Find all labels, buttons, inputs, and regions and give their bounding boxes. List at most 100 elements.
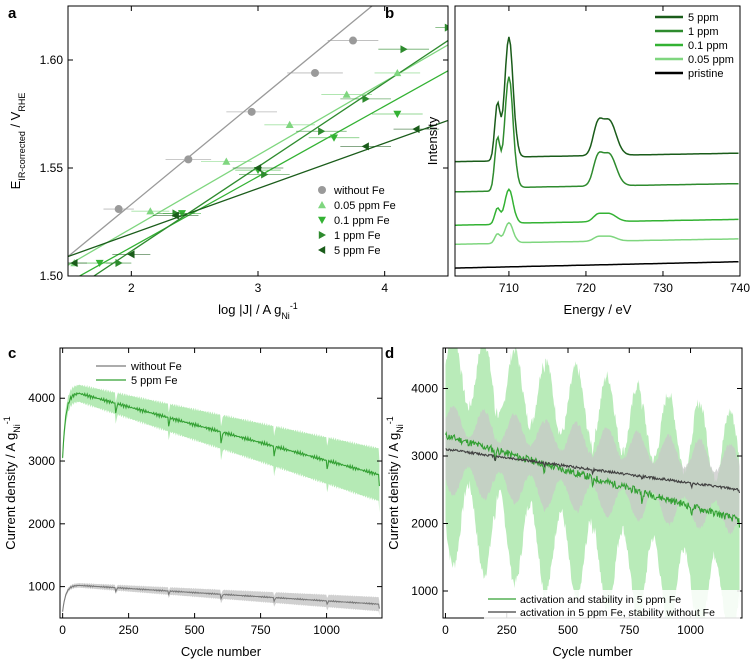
panel-c-ylabel: Current density / A gNi-1 [2, 416, 22, 550]
panel-b-xtick-label: 730 [653, 281, 673, 295]
panel-a-xtick-label: 3 [255, 281, 262, 295]
legend-label: 1 ppm [688, 26, 719, 38]
band-5 ppm Fe [62, 384, 380, 513]
panel-a-ytick-label: 1.55 [40, 161, 64, 175]
legend-marker-1 ppm Fe [318, 231, 326, 239]
data-point-0.05 ppm Fe [342, 90, 351, 98]
panel-a-xlabel: log |J| / A gNi-1 [218, 301, 298, 321]
legend-label: 0.05 ppm Fe [334, 200, 396, 212]
panel-c-ytick-label: 4000 [28, 391, 55, 405]
spectrum-0.1 ppm [455, 187, 739, 226]
legend-label: 0.1 ppm [688, 40, 728, 52]
data-point-1 ppm Fe [400, 45, 408, 54]
data-point-5 ppm Fe [412, 125, 420, 134]
legend-label: 0.1 ppm Fe [334, 215, 390, 227]
fit-line-0.1 ppm Fe [78, 70, 448, 276]
panel-c-ytick-label: 3000 [28, 454, 55, 468]
data-point-without Fe [311, 68, 319, 77]
panel-b-frame [454, 5, 741, 277]
line-5 ppm Fe [62, 391, 380, 487]
legend-marker-without Fe [318, 186, 326, 194]
fit-line-without Fe [68, 6, 373, 258]
panel-b-xlabel: Energy / eV [564, 302, 632, 317]
panel-a-plot [68, 6, 448, 276]
legend-label: activation and stability in 5 ppm Fe [520, 594, 681, 606]
data-point-5 ppm Fe [70, 259, 78, 268]
legend-label: 0.05 ppm [688, 54, 734, 66]
panel-d-xlabel: Cycle number [552, 644, 633, 659]
panel-d-xtick-label: 1000 [677, 623, 704, 637]
panel-d-xtick-label: 0 [442, 623, 449, 637]
data-point-5 ppm Fe [127, 250, 135, 259]
panel-b-ylabel: Intensity [425, 116, 440, 165]
panel-c-letter: c [8, 345, 16, 362]
legend-label: 1 ppm Fe [334, 230, 380, 242]
panel-c-ytick-label: 2000 [28, 517, 55, 531]
legend-label: without Fe [333, 185, 385, 197]
data-point-5 ppm Fe [254, 164, 262, 172]
data-point-0.05 ppm Fe [393, 68, 402, 77]
panel-d-ytick-label: 4000 [411, 382, 438, 396]
panel-a-ytick-label: 1.50 [40, 269, 64, 283]
data-point-1 ppm Fe [362, 94, 370, 103]
panel-a-xtick-label: 2 [128, 281, 135, 295]
legend-marker-5 ppm Fe [318, 246, 326, 254]
panel-b-letter: b [385, 5, 394, 22]
data-point-without Fe [247, 107, 256, 116]
data-point-1 ppm Fe [318, 127, 326, 136]
legend-background [484, 590, 740, 619]
line-without Fe [62, 584, 380, 612]
data-point-without Fe [349, 36, 357, 45]
legend-marker-0.1 ppm Fe [318, 216, 326, 224]
panel-d-ylabel: Current density / A gNi-1 [385, 416, 405, 550]
data-point-0.05 ppm Fe [285, 120, 294, 128]
panel-a-ylabel: EIR-corrected / VRHE [8, 93, 27, 190]
panel-a-xtick-label: 4 [381, 281, 388, 295]
panel-c-frame [59, 347, 383, 619]
fit-line-0.05 ppm Fe [68, 44, 448, 266]
panel-d-xtick-label: 750 [619, 623, 639, 637]
data-point-0.05 ppm Fe [222, 157, 231, 165]
data-point-0.1 ppm Fe [95, 259, 104, 268]
panel-c-ytick-label: 1000 [28, 580, 55, 594]
panel-d-xtick-label: 500 [558, 623, 578, 637]
spectrum-0.05 ppm [455, 221, 739, 245]
panel-d-ytick-label: 3000 [411, 449, 438, 463]
panel-d-plot [444, 348, 741, 618]
line-activation in 5 ppm Fe, stability without Fe [445, 448, 741, 494]
legend-label: 5 ppm [688, 12, 719, 24]
data-point-without Fe [114, 205, 123, 214]
line-activation and stability in 5 ppm Fe [444, 430, 741, 528]
panel-a-letter: a [8, 5, 17, 22]
data-point-without Fe [184, 155, 193, 164]
panel-c-xlabel: Cycle number [181, 644, 262, 659]
data-point-1 ppm Fe [444, 23, 448, 32]
panel-b-xtick-label: 720 [576, 281, 596, 295]
legend-label: activation in 5 ppm Fe, stability withou… [520, 607, 715, 619]
panel-c-xtick-label: 1000 [313, 623, 340, 637]
panel-d-ytick-label: 1000 [411, 584, 438, 598]
data-point-5 ppm Fe [171, 211, 179, 220]
legend-label: without Fe [130, 361, 182, 373]
panel-b-xtick-label: 740 [730, 281, 750, 295]
spectrum-1 ppm [455, 76, 739, 193]
data-point-1 ppm Fe [115, 259, 123, 268]
legend-marker-0.05 ppm Fe [318, 201, 326, 209]
legend-label: pristine [688, 68, 723, 80]
panel-a-ytick-label: 1.60 [40, 53, 64, 67]
data-point-0.1 ppm Fe [178, 210, 186, 218]
panel-d-ytick-label: 2000 [411, 517, 438, 531]
spectrum-pristine [454, 260, 739, 269]
panel-d-letter: d [385, 345, 394, 362]
data-point-0.05 ppm Fe [146, 207, 155, 215]
panel-d-xtick-label: 250 [497, 623, 517, 637]
data-point-1 ppm Fe [261, 170, 269, 179]
legend-label: 5 ppm Fe [334, 245, 380, 257]
panel-c-plot [62, 384, 380, 616]
spectrum-5 ppm [455, 36, 739, 163]
data-point-0.1 ppm Fe [330, 134, 338, 142]
panel-c-xtick-label: 500 [185, 623, 205, 637]
data-point-5 ppm Fe [361, 142, 369, 151]
panel-c-xtick-label: 750 [251, 623, 271, 637]
